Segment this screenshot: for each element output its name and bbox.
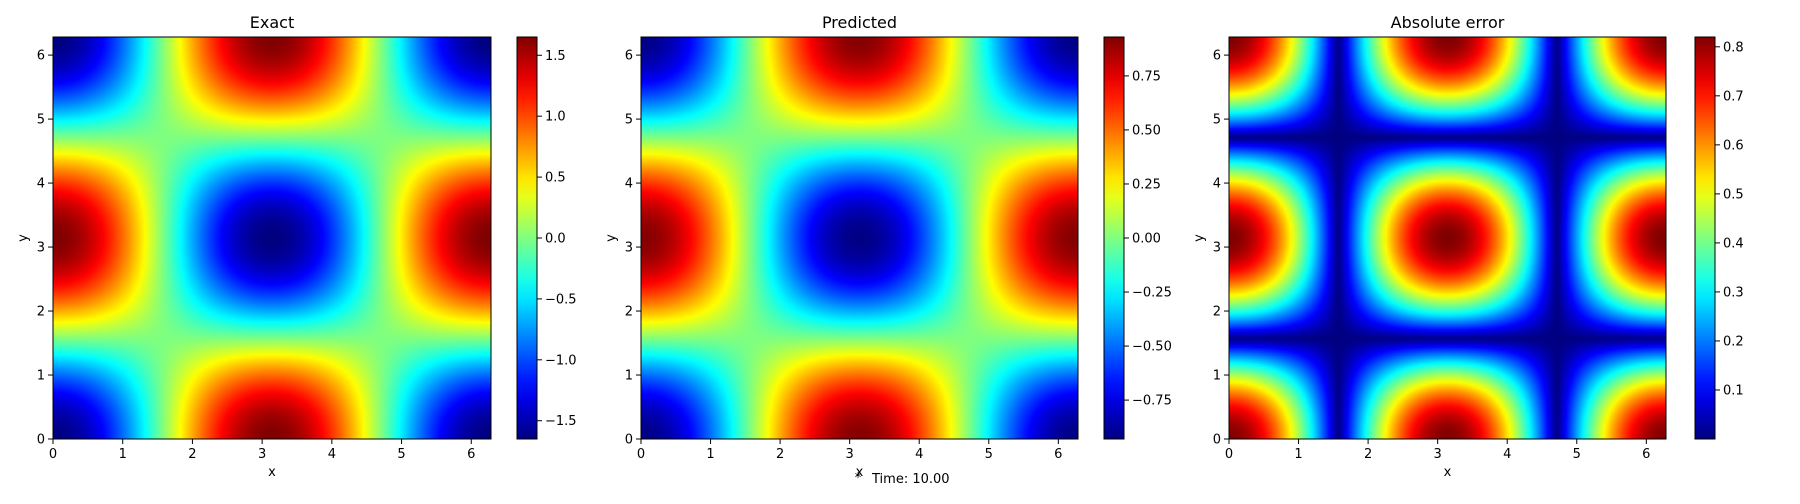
x-tick-label: 3 (846, 447, 854, 462)
chart-title: Predicted (822, 13, 897, 32)
x-tick-label: 1 (706, 447, 714, 462)
time-label: Time: 10.00 (872, 472, 950, 487)
x-tick-label: 3 (258, 447, 266, 462)
y-tick-label: 2 (625, 305, 633, 320)
colorbar-tick-label: 0.25 (1132, 177, 1161, 192)
x-tick-label: 2 (188, 447, 196, 462)
x-tick-label: 6 (1642, 447, 1650, 462)
y-tick-label: 1 (1213, 369, 1221, 384)
y-tick-label: 4 (37, 177, 45, 192)
y-tick-label: 1 (625, 369, 633, 384)
colorbar-tick-label: 0.8 (1723, 40, 1744, 55)
x-axis-label: x (268, 465, 276, 480)
colorbar-tick-label: 1.0 (545, 110, 566, 125)
colorbar-tick-label: 0.5 (545, 171, 566, 186)
colorbar-tick-label: 0.1 (1723, 383, 1744, 398)
y-tick-label: 2 (37, 305, 45, 320)
colorbar-tick-label: −0.5 (545, 292, 577, 307)
y-tick-label: 6 (625, 49, 633, 64)
x-tick-label: 6 (1054, 447, 1062, 462)
heatmap-image (641, 37, 1078, 439)
y-tick-label: 0 (1213, 433, 1221, 448)
y-tick-label: 3 (37, 241, 45, 256)
x-tick-label: 0 (49, 447, 57, 462)
y-tick-label: 0 (625, 433, 633, 448)
x-axis-cursor-marker: * (855, 471, 862, 486)
x-tick-label: 5 (397, 447, 405, 462)
heatmap-image (1229, 37, 1666, 439)
colorbar-tick-label: 0.4 (1723, 236, 1744, 251)
x-tick-label: 0 (1225, 447, 1233, 462)
colorbar-bar (1103, 36, 1125, 440)
colorbar-tick-label: 0.2 (1723, 334, 1744, 349)
y-tick-label: 3 (625, 241, 633, 256)
colorbar-tick-label: 1.5 (545, 49, 566, 64)
y-tick-label: 6 (37, 49, 45, 64)
x-tick-label: 1 (119, 447, 127, 462)
plot-frame (640, 36, 1079, 440)
y-tick-label: 4 (1213, 177, 1221, 192)
x-tick-label: 4 (328, 447, 336, 462)
x-tick-label: 2 (776, 447, 784, 462)
y-tick-label: 0 (37, 433, 45, 448)
colorbar-tick-label: −0.25 (1132, 286, 1172, 301)
colorbar-tick-label: 0.7 (1723, 89, 1744, 104)
panel-1: Exact 0 1 2 3 4 5 6 x 0 1 2 3 4 5 6 y −1.5 −1.0 −0.5 0.0 0.5 1… (16, 13, 577, 480)
y-tick-label: 5 (625, 113, 633, 128)
colorbar-bar (516, 36, 538, 440)
colorbar: −0.75 −0.50 −0.25 0.00 0.25 0.50 0.75 (1103, 36, 1172, 440)
y-tick-label: 4 (625, 177, 633, 192)
x-tick-label: 3 (1434, 447, 1442, 462)
y-tick-label: 6 (1213, 49, 1221, 64)
colorbar-tick-label: −0.50 (1132, 340, 1172, 355)
x-tick-label: 0 (637, 447, 645, 462)
colorbar-tick-label: −1.5 (545, 414, 577, 429)
y-axis-label: y (16, 234, 31, 242)
x-tick-label: 5 (985, 447, 993, 462)
colorbar-tick-label: −0.75 (1132, 394, 1172, 409)
x-tick-label: 4 (915, 447, 923, 462)
y-tick-label: 2 (1213, 305, 1221, 320)
x-tick-label: 5 (1573, 447, 1581, 462)
colorbar-tick-label: 0.5 (1723, 187, 1744, 202)
colorbar-tick-label: 0.00 (1132, 232, 1161, 247)
x-tick-label: 1 (1294, 447, 1302, 462)
x-tick-label: 6 (467, 447, 475, 462)
x-tick-label: 2 (1364, 447, 1372, 462)
colorbar-tick-label: 0.50 (1132, 123, 1161, 138)
colorbar-tick-label: 0.0 (545, 232, 566, 247)
y-axis-label: y (1192, 234, 1207, 242)
chart-title: Absolute error (1391, 13, 1505, 32)
y-tick-label: 5 (1213, 113, 1221, 128)
colorbar-tick-label: 0.6 (1723, 138, 1744, 153)
colorbar-tick-label: 0.75 (1132, 69, 1161, 84)
colorbar-tick-label: −1.0 (545, 353, 577, 368)
plot-frame (1228, 36, 1667, 440)
colorbar-bar (1694, 36, 1716, 440)
y-tick-label: 1 (37, 369, 45, 384)
plot-frame (52, 36, 492, 440)
heatmap-image (53, 37, 491, 439)
chart-title: Exact (250, 13, 294, 32)
panel-2: Predicted 0 1 2 3 4 5 6 x 0 1 2 3 4 5 6 y −0.75 −0.50 −0.25… (604, 13, 1172, 480)
x-tick-label: 4 (1503, 447, 1511, 462)
x-axis-label: x (856, 465, 864, 480)
colorbar: −1.5 −1.0 −0.5 0.0 0.5 1.0 1.5 (516, 36, 577, 440)
colorbar-tick-label: 0.3 (1723, 285, 1744, 300)
y-axis-label: y (604, 234, 619, 242)
x-axis-label: x (1444, 465, 1452, 480)
colorbar: 0.1 0.2 0.3 0.4 0.5 0.6 0.7 0.8 (1694, 36, 1744, 440)
y-tick-label: 5 (37, 113, 45, 128)
y-tick-label: 3 (1213, 241, 1221, 256)
